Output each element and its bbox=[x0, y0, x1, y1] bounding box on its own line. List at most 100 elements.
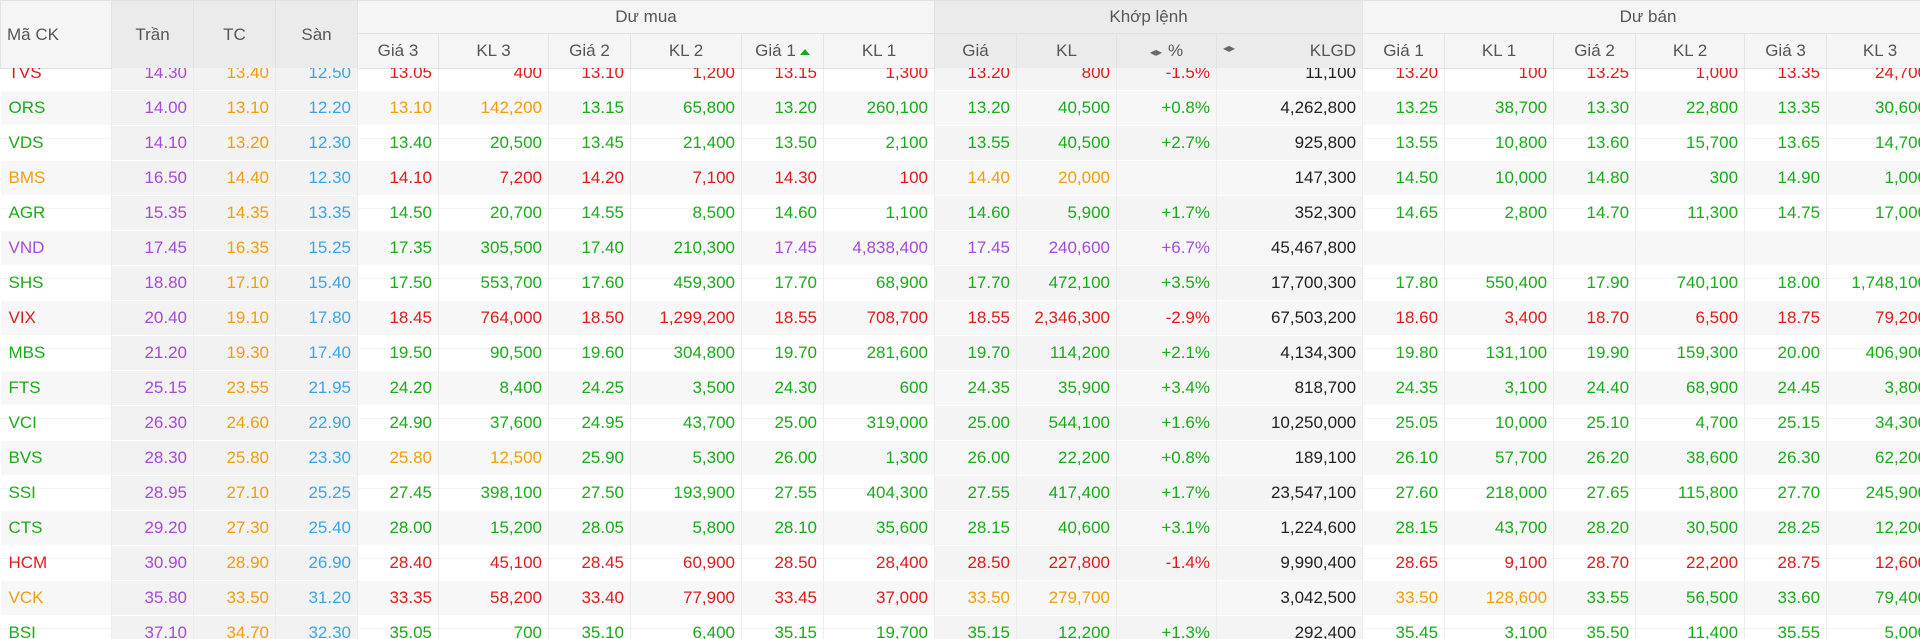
table-row[interactable]: ORS 14.00 13.10 12.20 13.10 142,200 13.15 65,80… bbox=[0, 90, 1920, 126]
header-bid-price-2[interactable]: Giá 2 bbox=[548, 33, 631, 69]
header-ask-price-2[interactable]: Giá 2 bbox=[1553, 33, 1637, 69]
bid-vol-1: 281,600 bbox=[823, 335, 936, 371]
match-vol: 2,346,300 bbox=[1016, 300, 1118, 336]
stock-symbol[interactable]: ORS bbox=[0, 90, 112, 126]
header-ceiling[interactable]: Trần bbox=[111, 0, 194, 69]
stock-symbol[interactable]: VCI bbox=[0, 405, 112, 441]
header-ask-vol-2[interactable]: KL 2 bbox=[1635, 33, 1746, 69]
bid-vol-1: 708,700 bbox=[823, 300, 936, 336]
match-vol: 40,500 bbox=[1016, 90, 1118, 126]
header-reference[interactable]: TC bbox=[193, 0, 276, 69]
stock-symbol[interactable]: CTS bbox=[0, 510, 112, 546]
match-vol: 240,600 bbox=[1016, 230, 1118, 266]
stock-symbol[interactable]: VDS bbox=[0, 125, 112, 161]
table-row[interactable]: VND 17.45 16.35 15.25 17.35 305,500 17.40 210,3… bbox=[0, 230, 1920, 266]
table-row[interactable]: SHS 18.80 17.10 15.40 17.50 553,700 17.60 459,3… bbox=[0, 265, 1920, 301]
ceiling-price: 20.40 bbox=[111, 300, 194, 336]
header-bid-vol-2[interactable]: KL 2 bbox=[630, 33, 742, 69]
bid-vol-3: 20,500 bbox=[438, 125, 549, 161]
bid-price-2: 17.40 bbox=[548, 230, 631, 266]
ask-price-1: 28.65 bbox=[1362, 545, 1446, 581]
table-row[interactable]: BMS 16.50 14.40 12.30 14.10 7,200 14.20 7,100 14… bbox=[0, 160, 1920, 196]
stock-symbol[interactable]: HCM bbox=[0, 545, 112, 581]
match-vol: 472,100 bbox=[1016, 265, 1118, 301]
table-row[interactable]: BSI 37.10 34.70 32.30 35.05 700 35.10 6,400 35.1… bbox=[0, 615, 1920, 639]
table-row[interactable]: VIX 20.40 19.10 17.80 18.45 764,000 18.50 1,299… bbox=[0, 300, 1920, 336]
header-total-vol[interactable]: ◂▸ KLGD bbox=[1216, 33, 1364, 69]
header-bid-vol-3[interactable]: KL 3 bbox=[438, 33, 549, 69]
table-row[interactable]: VDS 14.10 13.20 12.30 13.40 20,500 13.45 21,400… bbox=[0, 125, 1920, 161]
ask-vol-3: 17,000 bbox=[1826, 195, 1920, 231]
reference-price: 27.30 bbox=[193, 510, 276, 546]
bid-price-3: 13.40 bbox=[357, 125, 439, 161]
stock-symbol[interactable]: MBS bbox=[0, 335, 112, 371]
stock-symbol[interactable]: VND bbox=[0, 230, 112, 266]
bid-price-3: 28.40 bbox=[357, 545, 439, 581]
stock-symbol[interactable]: BSI bbox=[0, 615, 112, 639]
sort-ascending-icon[interactable] bbox=[799, 48, 810, 55]
header-floor[interactable]: Sàn bbox=[275, 0, 358, 69]
header-ask-group: Dư bán bbox=[1362, 0, 1920, 34]
stock-symbol[interactable]: BMS bbox=[0, 160, 112, 196]
ask-price-2: 18.70 bbox=[1553, 300, 1637, 336]
table-row[interactable]: FTS 25.15 23.55 21.95 24.20 8,400 24.25 3,500 24… bbox=[0, 370, 1920, 406]
stock-symbol[interactable]: FTS bbox=[0, 370, 112, 406]
header-ask-vol-3[interactable]: KL 3 bbox=[1826, 33, 1920, 69]
stock-symbol[interactable]: VCK bbox=[0, 580, 112, 616]
bid-vol-2: 459,300 bbox=[630, 265, 742, 301]
table-row[interactable]: BVS 28.30 25.80 23.30 25.80 12,500 25.90 5,300 2… bbox=[0, 440, 1920, 476]
table-row[interactable]: HCM 30.90 28.90 26.90 28.40 45,100 28.45 60,900… bbox=[0, 545, 1920, 581]
floor-price: 12.30 bbox=[275, 125, 358, 161]
stock-symbol[interactable]: SHS bbox=[0, 265, 112, 301]
ask-vol-2: 11,300 bbox=[1635, 195, 1746, 231]
table-row[interactable]: VCK 35.80 33.50 31.20 33.35 58,200 33.40 77,900… bbox=[0, 580, 1920, 616]
bid-price-2: 33.40 bbox=[548, 580, 631, 616]
bid-price-1: 13.50 bbox=[741, 125, 824, 161]
match-price: 18.55 bbox=[934, 300, 1018, 336]
header-match-price[interactable]: Giá bbox=[934, 33, 1018, 69]
ask-price-2: 13.60 bbox=[1553, 125, 1637, 161]
reference-price: 17.10 bbox=[193, 265, 276, 301]
bid-vol-3: 553,700 bbox=[438, 265, 549, 301]
bid-price-2: 35.10 bbox=[548, 615, 631, 639]
stock-symbol[interactable]: BVS bbox=[0, 440, 112, 476]
table-row[interactable]: SSI 28.95 27.10 25.25 27.45 398,100 27.50 193,9… bbox=[0, 475, 1920, 511]
bid-price-2: 14.20 bbox=[548, 160, 631, 196]
table-row[interactable]: MBS 21.20 19.30 17.40 19.50 90,500 19.60 304,80… bbox=[0, 335, 1920, 371]
header-ask-price-3[interactable]: Giá 3 bbox=[1744, 33, 1828, 69]
header-bid-price-1[interactable]: Giá 1 bbox=[741, 33, 824, 69]
stock-symbol[interactable]: AGR bbox=[0, 195, 112, 231]
ask-vol-2: 22,800 bbox=[1635, 90, 1746, 126]
match-price: 24.35 bbox=[934, 370, 1018, 406]
header-match-pct[interactable]: ◂▸% bbox=[1116, 33, 1218, 69]
table-row[interactable]: VCI 26.30 24.60 22.90 24.90 37,600 24.95 43,700… bbox=[0, 405, 1920, 441]
header-bid-price-3[interactable]: Giá 3 bbox=[357, 33, 439, 69]
reference-price: 14.35 bbox=[193, 195, 276, 231]
ask-price-1 bbox=[1362, 230, 1446, 266]
bid-price-1: 14.60 bbox=[741, 195, 824, 231]
toggle-columns-icon[interactable]: ◂▸ bbox=[1223, 41, 1236, 55]
header-bid-vol-1[interactable]: KL 1 bbox=[822, 33, 936, 69]
floor-price: 15.40 bbox=[275, 265, 358, 301]
header-match-vol[interactable]: KL bbox=[1016, 33, 1118, 69]
match-price: 35.15 bbox=[934, 615, 1018, 639]
header-symbol[interactable]: Mã CK bbox=[0, 0, 112, 69]
bid-vol-1: 1,100 bbox=[823, 195, 936, 231]
bid-vol-3: 305,500 bbox=[438, 230, 549, 266]
header-ask-price-1[interactable]: Giá 1 bbox=[1362, 33, 1446, 69]
ask-vol-1: 10,000 bbox=[1444, 160, 1555, 196]
match-vol: 40,600 bbox=[1016, 510, 1118, 546]
table-row[interactable]: AGR 15.35 14.35 13.35 14.50 20,700 14.55 8,500 1… bbox=[0, 195, 1920, 231]
header-ask-vol-1[interactable]: KL 1 bbox=[1444, 33, 1555, 69]
stock-symbol[interactable]: SSI bbox=[0, 475, 112, 511]
ask-price-3: 20.00 bbox=[1744, 335, 1828, 371]
match-price: 26.00 bbox=[934, 440, 1018, 476]
table-row[interactable]: CTS 29.20 27.30 25.40 28.00 15,200 28.05 5,800 2… bbox=[0, 510, 1920, 546]
stock-symbol[interactable]: VIX bbox=[0, 300, 112, 336]
floor-price: 31.20 bbox=[275, 580, 358, 616]
ask-price-2: 14.70 bbox=[1553, 195, 1637, 231]
toggle-columns-icon[interactable]: ◂▸ bbox=[1149, 45, 1162, 59]
ask-price-2 bbox=[1553, 230, 1637, 266]
match-vol: 20,000 bbox=[1016, 160, 1118, 196]
